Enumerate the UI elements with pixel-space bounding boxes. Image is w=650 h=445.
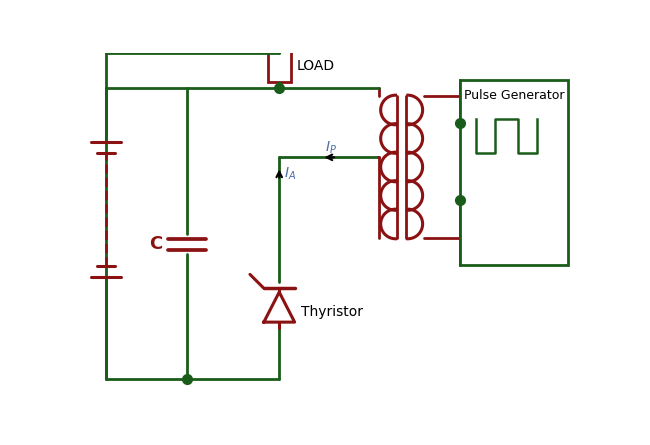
Bar: [460, 81, 568, 265]
Text: $I_P$: $I_P$: [326, 139, 337, 156]
Text: $I_A$: $I_A$: [284, 166, 296, 182]
Text: LOAD: LOAD: [297, 60, 335, 73]
Bar: [268, 51, 291, 82]
Text: Pulse Generator: Pulse Generator: [464, 89, 564, 102]
Text: C: C: [150, 235, 162, 253]
Text: Thyristor: Thyristor: [301, 305, 363, 319]
